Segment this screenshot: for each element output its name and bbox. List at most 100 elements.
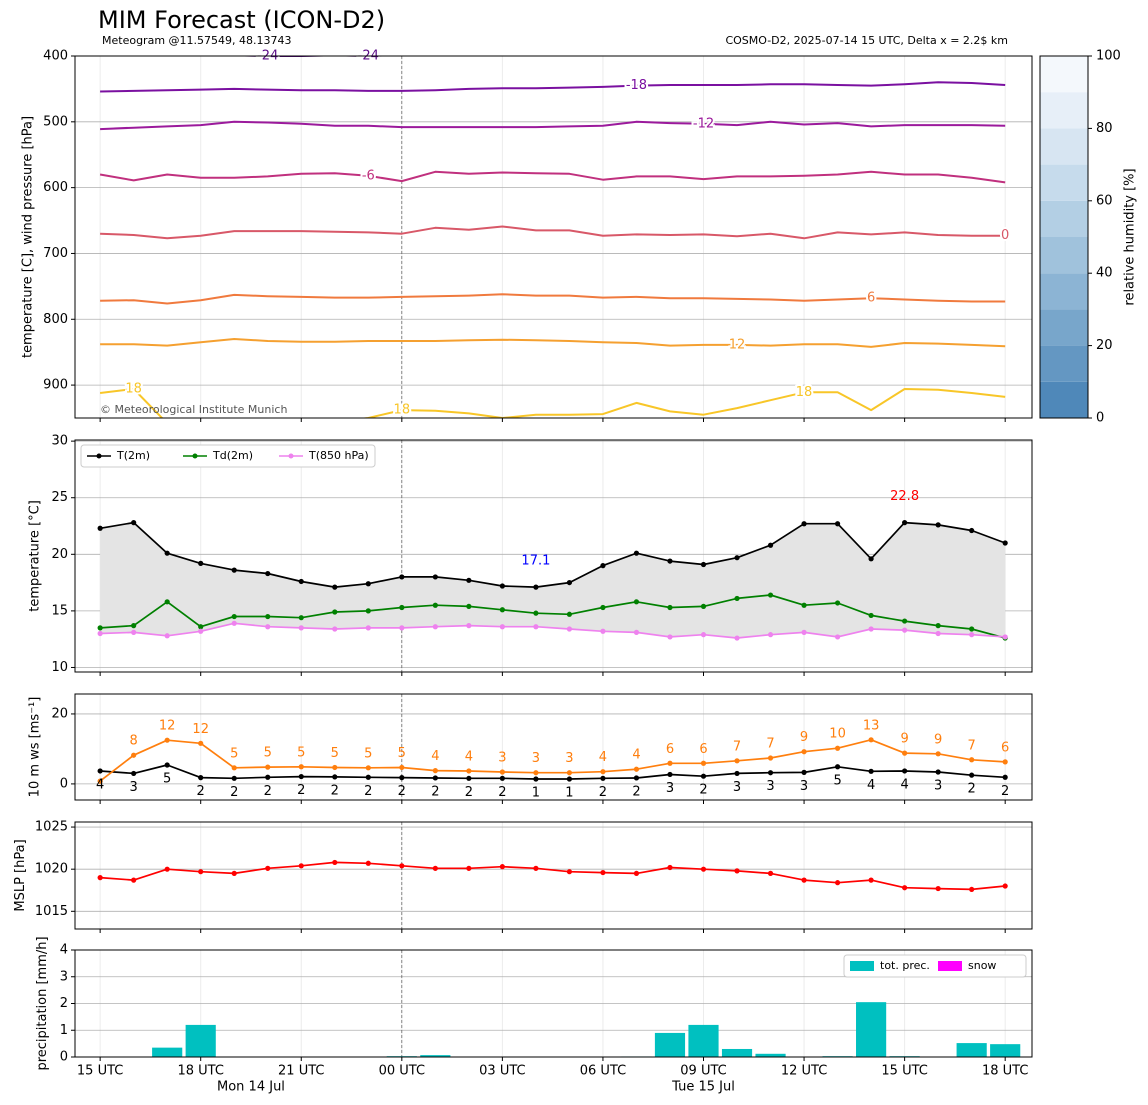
y-axis-label: temperature [C], wind pressure [hPa] bbox=[20, 116, 35, 358]
legend-label: tot. prec. bbox=[880, 959, 930, 972]
marker bbox=[365, 860, 371, 866]
marker bbox=[734, 868, 740, 874]
y-tick-label: 2 bbox=[60, 996, 68, 1011]
y-tick-label: 25 bbox=[51, 490, 68, 505]
y-axis-label: temperature [°C] bbox=[28, 500, 43, 612]
annotation: 17.1 bbox=[521, 554, 550, 569]
colorbar-tick-label: 20 bbox=[1096, 338, 1113, 353]
legend-marker bbox=[192, 453, 198, 459]
y-tick-label: 600 bbox=[43, 180, 68, 195]
y-axis-label: precipitation [mm/h] bbox=[35, 936, 50, 1070]
marker bbox=[902, 627, 908, 633]
legend-box bbox=[80, 444, 376, 468]
series-line bbox=[100, 225, 1006, 240]
marker bbox=[131, 629, 137, 635]
legend-label: snow bbox=[968, 959, 996, 972]
marker bbox=[902, 520, 908, 526]
marker bbox=[566, 579, 573, 586]
x-tick-label: 00 UTC bbox=[379, 1064, 425, 1079]
marker bbox=[332, 764, 338, 771]
marker bbox=[801, 749, 807, 755]
panel-frame bbox=[74, 439, 1033, 673]
y-tick-label: 3 bbox=[60, 969, 68, 984]
value-label: 3 bbox=[666, 781, 674, 796]
value-label: 5 bbox=[398, 746, 406, 761]
marker bbox=[902, 768, 908, 774]
marker bbox=[868, 877, 874, 883]
value-label: 2 bbox=[297, 783, 305, 798]
marker bbox=[231, 613, 237, 620]
value-label: 5 bbox=[833, 773, 841, 788]
value-label: 1 bbox=[565, 786, 573, 801]
marker bbox=[868, 612, 874, 619]
colorbar-bin bbox=[1040, 273, 1088, 310]
value-label: 9 bbox=[900, 732, 908, 747]
value-label: 9 bbox=[934, 732, 942, 747]
marker bbox=[432, 602, 438, 608]
value-label: 7 bbox=[766, 737, 774, 752]
value-label: 2 bbox=[599, 785, 607, 800]
marker bbox=[97, 875, 103, 881]
series-line bbox=[100, 622, 1006, 639]
marker bbox=[902, 885, 908, 891]
series-line bbox=[99, 521, 1006, 588]
marker bbox=[499, 864, 505, 870]
marker bbox=[969, 527, 975, 534]
bar bbox=[688, 1024, 719, 1057]
marker bbox=[298, 615, 304, 621]
panel-frame bbox=[74, 821, 1033, 930]
value-label: 4 bbox=[632, 748, 640, 763]
marker bbox=[231, 870, 237, 876]
marker bbox=[432, 865, 438, 871]
marker bbox=[600, 775, 606, 781]
marker bbox=[499, 583, 505, 589]
marker bbox=[633, 550, 640, 556]
value-label: 2 bbox=[431, 784, 439, 799]
value-label: 13 bbox=[863, 718, 880, 733]
marker bbox=[332, 859, 338, 866]
y-tick-label: 20 bbox=[51, 547, 68, 562]
marker bbox=[399, 604, 405, 611]
marker bbox=[533, 865, 539, 871]
y-axis-label: 10 m ws [ms⁻¹] bbox=[28, 697, 43, 798]
marker bbox=[566, 626, 573, 632]
plot-area bbox=[152, 1002, 1021, 1057]
value-label: 3 bbox=[565, 751, 573, 766]
colorbar-bin bbox=[1040, 200, 1088, 237]
value-label: 4 bbox=[599, 750, 607, 765]
legend-box bbox=[843, 954, 1027, 978]
marker bbox=[600, 869, 606, 876]
marker bbox=[734, 595, 740, 602]
y-tick-label: 900 bbox=[43, 378, 68, 393]
contour-label: 6 bbox=[867, 291, 875, 306]
marker bbox=[868, 626, 874, 632]
marker bbox=[667, 771, 673, 778]
marker bbox=[667, 604, 673, 611]
marker bbox=[466, 577, 472, 583]
marker bbox=[801, 602, 807, 608]
marker bbox=[767, 755, 774, 761]
value-label: 4 bbox=[900, 777, 908, 792]
marker bbox=[265, 865, 271, 871]
credit: © Meteorological Institute Munich bbox=[100, 403, 287, 416]
marker bbox=[734, 635, 740, 641]
subtitle: Meteogram @11.57549, 48.13743 bbox=[102, 34, 292, 47]
marker bbox=[801, 521, 807, 527]
value-label: 4 bbox=[96, 777, 104, 792]
marker bbox=[298, 773, 304, 780]
value-label: 7 bbox=[733, 739, 741, 754]
marker bbox=[600, 563, 606, 569]
marker bbox=[935, 522, 941, 528]
marker bbox=[667, 558, 673, 564]
marker bbox=[332, 584, 338, 590]
contour-label: 0 bbox=[1001, 228, 1009, 243]
value-label: 10 bbox=[829, 727, 846, 742]
y-tick-label: 10 bbox=[51, 660, 68, 675]
value-label: 1 bbox=[532, 786, 540, 801]
colorbar-tick-label: 80 bbox=[1096, 121, 1113, 136]
marker bbox=[1002, 759, 1008, 765]
marker bbox=[1002, 634, 1008, 640]
marker bbox=[767, 770, 774, 776]
marker bbox=[834, 600, 841, 606]
fill-between bbox=[100, 522, 1006, 638]
